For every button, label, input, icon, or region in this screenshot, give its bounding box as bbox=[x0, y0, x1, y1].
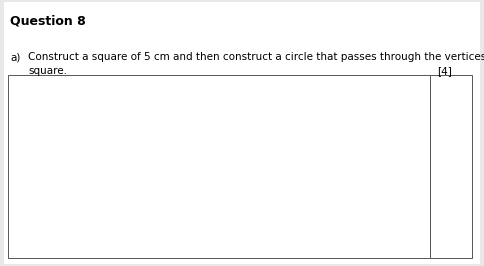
Bar bbox=[430, 75, 472, 258]
Text: a): a) bbox=[10, 52, 20, 62]
Text: [4]: [4] bbox=[437, 66, 452, 76]
Text: Construct a square of 5 cm and then construct a circle that passes through the v: Construct a square of 5 cm and then cons… bbox=[28, 52, 484, 76]
Text: Question 8: Question 8 bbox=[10, 14, 86, 27]
Bar bbox=[8, 75, 430, 258]
